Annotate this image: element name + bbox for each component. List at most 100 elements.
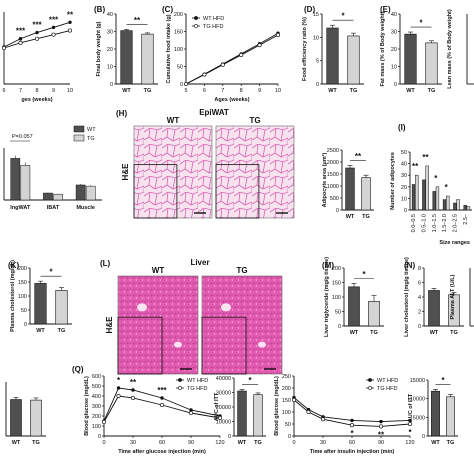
- F-ylabel: Lean mass (% of Body weight): [447, 9, 453, 89]
- I-ytick-label: 30: [401, 173, 407, 179]
- C-point-TG HFD: [202, 72, 207, 77]
- M-category-label: WT: [350, 330, 359, 336]
- P-bar-WT: [10, 399, 22, 437]
- I-bar-1.5–2.0-TG: [446, 195, 450, 211]
- Q_auc-ytick-label: 20000: [216, 405, 231, 411]
- K-ytick-label: 200: [18, 266, 27, 272]
- E-ytick-label: 30: [391, 30, 397, 36]
- chart-F: Lean mass (% of Body weight): [447, 9, 474, 89]
- Q-point-TG HFD: [159, 402, 165, 408]
- C-legend-marker: [194, 16, 198, 20]
- H-ytick-label: 1500: [327, 172, 339, 178]
- A-xtick-label: 8: [35, 88, 38, 94]
- I-category-label: 1.5–2.0: [442, 214, 448, 232]
- R-ytick-label: 200: [282, 386, 291, 392]
- chart-E: 0 10 20 30 40 Fat mass (% of Body weight) WT TG…: [380, 11, 442, 94]
- N-category-label: TG: [450, 330, 458, 336]
- N-ytick-label: 4: [418, 295, 421, 301]
- histology-L-image-tg: [201, 275, 283, 375]
- H-bar-TG: [361, 177, 371, 211]
- Q-xtick-label: 120: [215, 440, 224, 446]
- N-category-label: WT: [430, 330, 439, 336]
- A-point-WT HFD: [68, 20, 72, 24]
- Q_auc-bar-WT: [237, 390, 247, 437]
- E-ytick-label: 20: [391, 47, 397, 53]
- M-ytick-label: 200: [332, 266, 341, 272]
- panel-label-H: (H): [116, 109, 127, 118]
- E-ytick-label: 10: [391, 65, 397, 71]
- histology-L-stain-label: H&E: [105, 316, 114, 334]
- P-bar-TG: [30, 399, 42, 437]
- histology-L: (L) Liver WT TG H&E: [100, 258, 283, 375]
- E-bar-WT: [404, 33, 417, 85]
- R_auc-ytick-label: 5000: [413, 415, 425, 421]
- histology-H-stain-label: H&E: [121, 163, 130, 181]
- Q-ylabel: Blood glucose (mg/dL): [84, 376, 90, 436]
- R-xtick-label: 0: [292, 440, 295, 446]
- chart-D: 0 5 10 15 Food efficiency ratio (%) WT TG *: [302, 12, 364, 94]
- I-sig-label: **: [422, 153, 429, 162]
- A-xlabel: ges (weeks): [21, 97, 52, 103]
- Q-ytick-label: 600: [92, 374, 101, 380]
- histology-L-title: Liver: [190, 258, 209, 267]
- A-point-TG HFD: [1, 45, 7, 51]
- Q-legend-marker: [178, 386, 182, 390]
- A-xtick-label: 7: [19, 88, 22, 94]
- histology-H-image-tg: [215, 125, 295, 219]
- I-bar-2.0–2.5-TG: [456, 199, 460, 211]
- R-xlabel: Time after insulin injection (min): [310, 449, 395, 455]
- G-bar-IngWAT-TG: [20, 165, 31, 201]
- M-ytick-label: 100: [332, 295, 341, 301]
- chart-Q_auc: 0 10000 20000 30000 40000 AUC of ITT WT TG *: [214, 376, 266, 446]
- R-point-WT HFD: [408, 418, 412, 423]
- chart-O: Plasma ALT (U/L): [450, 268, 474, 327]
- R-legend-marker: [368, 378, 372, 382]
- N-ytick-label: 2: [418, 310, 421, 316]
- A-point-TG HFD: [51, 32, 56, 37]
- K-category-label: WT: [36, 328, 45, 334]
- chart-P: WT TG: [5, 382, 46, 446]
- D-sig-label: *: [341, 12, 345, 21]
- A-xtick-label: 6: [2, 88, 5, 94]
- Q-point-TG HFD: [101, 419, 107, 425]
- R-xtick-label: 30: [320, 440, 326, 446]
- histology-H-title: EpiWAT: [199, 108, 229, 117]
- G-legend-swatch: [73, 134, 85, 142]
- Q-point-WT HFD: [189, 408, 193, 412]
- chart-G: IngWAT IBAT Muscle P=0.057 WT TG: [3, 125, 102, 211]
- N-bar-WT: [428, 290, 440, 327]
- R-ytick-label: 0: [288, 434, 291, 440]
- C-ytick-label: 0: [180, 82, 183, 88]
- A-xtick-label: 10: [67, 88, 73, 94]
- histology-L-image-wt: [117, 275, 199, 375]
- Q-legend-marker: [178, 378, 182, 382]
- H-ytick-label: 2500: [327, 148, 339, 154]
- C-legend-label: WT HFD: [203, 16, 224, 22]
- K-ytick-label: 150: [18, 280, 27, 286]
- histology-L-tg-label: TG: [236, 266, 247, 275]
- I-bar-1.5–2.0-WT: [442, 199, 447, 211]
- Q-ytick-label: 0: [98, 434, 101, 440]
- B-ytick-label: 0: [110, 82, 113, 88]
- R-series-line-TG HFD: [293, 399, 411, 427]
- R-xtick-label: 60: [349, 440, 355, 446]
- H-sig-label: **: [355, 152, 362, 161]
- N-ytick-label: 0: [418, 324, 421, 330]
- M-ytick-label: 50: [335, 310, 341, 316]
- Q_auc-sig-label: *: [248, 376, 252, 385]
- panel-label-L: (L): [100, 259, 111, 268]
- G-category-label: IBAT: [47, 205, 60, 211]
- D-category-label: WT: [328, 88, 337, 94]
- M-ytick-label: 150: [332, 281, 341, 287]
- I-bar-1.0–1.5-TG: [435, 186, 440, 211]
- R-sig-label: **: [378, 430, 385, 439]
- B-ytick-label: 40: [107, 12, 113, 18]
- M-bar-TG: [368, 301, 380, 327]
- histology-L-central-vein: [137, 303, 147, 312]
- Q-ytick-label: 200: [92, 414, 101, 420]
- panel-label-E: (E): [380, 5, 391, 14]
